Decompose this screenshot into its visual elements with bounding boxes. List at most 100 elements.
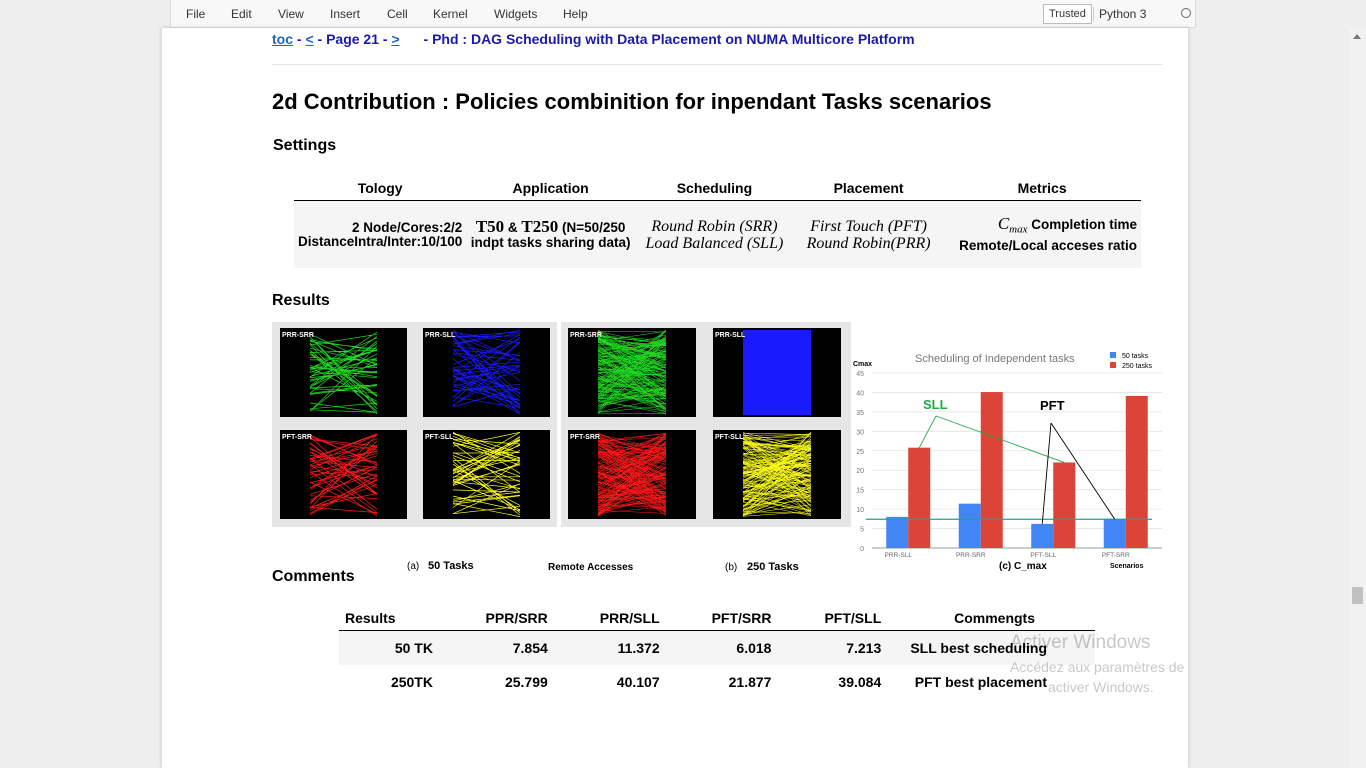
cmax-chart: 0 5 10 15 20 25 30 35 40 45 Cmax Scheduling of Inde… xyxy=(853,352,1162,570)
comments-header: Results xyxy=(339,606,439,631)
metric-sub: max xyxy=(1009,223,1028,236)
application-cell: T50 & T250 (N=50/250 indpt tasks sharing… xyxy=(466,200,635,268)
watermark-line: activer Windows. xyxy=(1048,679,1154,695)
caption-c: (c) C_max xyxy=(999,561,1047,572)
divider xyxy=(272,64,1162,65)
table-row: 250TK 25.799 40.107 21.877 39.084 PFT be… xyxy=(339,665,1095,699)
activation-watermark-title: Activer Windows xyxy=(1010,632,1151,653)
legend-label: 250 tasks xyxy=(1122,363,1152,370)
next-link[interactable]: > xyxy=(391,31,400,47)
results-figure: PRR-SRR PRR-SLL PFT-SRR PFT-SLL PRR-SRR PRR-S… xyxy=(272,322,1162,573)
y-tick-label: 0 xyxy=(860,546,864,553)
table-cell: 6.018 xyxy=(665,630,778,665)
y-axis-label: Cmax xyxy=(853,361,872,368)
bar xyxy=(1031,523,1054,548)
comments-header: PFT/SLL xyxy=(777,606,888,631)
nav-separator: - xyxy=(293,31,306,47)
metrics-cell: Cmax Completion time Remote/Local accese… xyxy=(943,200,1141,268)
menu-insert[interactable]: Insert xyxy=(330,7,361,21)
panel-lines xyxy=(742,431,812,517)
table-cell: 7.854 xyxy=(438,630,554,665)
table-cell: 25.799 xyxy=(504,674,548,690)
menu-help[interactable]: Help xyxy=(563,7,588,21)
caption-b: 250 Tasks xyxy=(747,561,799,573)
menu-edit[interactable]: Edit xyxy=(231,7,252,21)
table-row: 50 TK 7.854 11.372 6.018 7.213 SLL best … xyxy=(339,630,1095,665)
y-tick-label: 25 xyxy=(856,449,864,456)
settings-table: Tology Application Scheduling Placement … xyxy=(294,176,1141,268)
y-tick-label: 35 xyxy=(856,410,864,417)
table-cell: 40.107 xyxy=(616,674,660,690)
menu-cell[interactable]: Cell xyxy=(387,7,408,21)
table-cell: 50 TK xyxy=(339,630,439,665)
sched-line: Load Balanced (SLL) xyxy=(645,234,784,252)
settings-heading: Settings xyxy=(273,137,337,154)
table-cell: PFT best placement xyxy=(914,674,1047,690)
x-tick-label: PRR-SLL xyxy=(885,552,913,559)
menu-kernel[interactable]: Kernel xyxy=(433,7,468,21)
bar xyxy=(958,503,981,548)
panel-label: PRR-SLL xyxy=(425,332,456,339)
legend-label: 50 tasks xyxy=(1122,353,1149,360)
panel-lines xyxy=(597,329,667,416)
menu-view[interactable]: View xyxy=(278,7,304,21)
table-cell: SLL best scheduling xyxy=(887,630,1095,665)
toc-link[interactable]: toc xyxy=(272,31,293,47)
comments-header: PPR/SRR xyxy=(438,606,554,631)
vertical-scrollbar[interactable] xyxy=(1349,28,1366,768)
table-cell: 7.213 xyxy=(777,630,888,665)
nav-title: - Phd : DAG Scheduling with Data Placeme… xyxy=(423,31,915,47)
comments-header: Commengts xyxy=(887,606,1095,631)
scroll-up-arrow-icon[interactable] xyxy=(1353,34,1361,39)
table-cell: 21.877 xyxy=(728,674,772,690)
prev-link[interactable]: < xyxy=(305,31,314,47)
panel-background xyxy=(568,328,696,417)
results-heading: Results xyxy=(272,292,330,309)
access-panel: PFT-SLL xyxy=(713,430,841,519)
trusted-indicator[interactable]: Trusted xyxy=(1043,4,1092,24)
y-tick-label: 45 xyxy=(856,371,864,378)
settings-header: Placement xyxy=(793,176,944,201)
x-tick-label: PFT-SRR xyxy=(1102,552,1130,559)
sched-line: Round Robin (SRR) xyxy=(651,217,778,235)
comments-heading: Comments xyxy=(272,568,355,585)
panel-lines xyxy=(309,433,378,517)
x-axis-label: Scenarios xyxy=(1110,563,1144,570)
legend-swatch xyxy=(1110,352,1116,358)
activation-watermark-text: Accédez aux paramètres de l'ordinateur p… xyxy=(1010,657,1188,697)
panel-lines xyxy=(452,431,521,517)
app-line: indpt tasks sharing data) xyxy=(470,235,631,250)
menu-bar: File Edit View Insert Cell Kernel Widget… xyxy=(170,0,1196,28)
kernel-name[interactable]: Python 3 xyxy=(1093,7,1146,21)
settings-header: Metrics xyxy=(943,176,1141,201)
place-line: First Touch (PFT) xyxy=(810,217,927,235)
access-panel: PRR-SLL xyxy=(423,328,550,417)
panel-label: PFT-SLL xyxy=(425,434,454,441)
scheduling-cell: Round Robin (SRR) Load Balanced (SLL) xyxy=(634,200,794,268)
annotation-pft: PFT xyxy=(1040,398,1065,413)
y-tick-label: 40 xyxy=(856,390,864,397)
panel-label: PRR-SLL xyxy=(715,332,746,339)
panel-label: PRR-SRR xyxy=(570,332,602,339)
table-cell: 250TK xyxy=(390,674,433,690)
app-amp: & xyxy=(504,220,522,235)
y-tick-label: 15 xyxy=(856,488,864,495)
settings-header: Application xyxy=(466,176,635,201)
bar xyxy=(1103,519,1126,548)
app-t50: T50 xyxy=(475,217,505,236)
menu-file[interactable]: File xyxy=(186,7,206,21)
metric-line: Completion time xyxy=(1027,217,1137,233)
y-tick-label: 20 xyxy=(856,468,864,475)
menu-widgets[interactable]: Widgets xyxy=(494,7,538,21)
panel-lines xyxy=(452,329,521,415)
scrollbar-thumb[interactable] xyxy=(1352,587,1363,604)
legend-swatch xyxy=(1110,362,1116,368)
bar xyxy=(1125,395,1148,548)
y-tick-label: 5 xyxy=(860,527,864,534)
tology-line: DistanceIntra/Inter:10/100 xyxy=(298,233,463,249)
access-panels: PRR-SRR PRR-SLL PFT-SRR PFT-SLL PRR-SRR PRR-S… xyxy=(280,328,841,519)
x-tick-label: PRR-SRR xyxy=(956,552,986,559)
panel-label: PFT-SLL xyxy=(715,434,744,441)
watermark-line: Accédez aux paramètres de l'ordinateur p… xyxy=(1010,659,1188,675)
chart-title: Scheduling of Independent tasks xyxy=(915,353,1075,365)
